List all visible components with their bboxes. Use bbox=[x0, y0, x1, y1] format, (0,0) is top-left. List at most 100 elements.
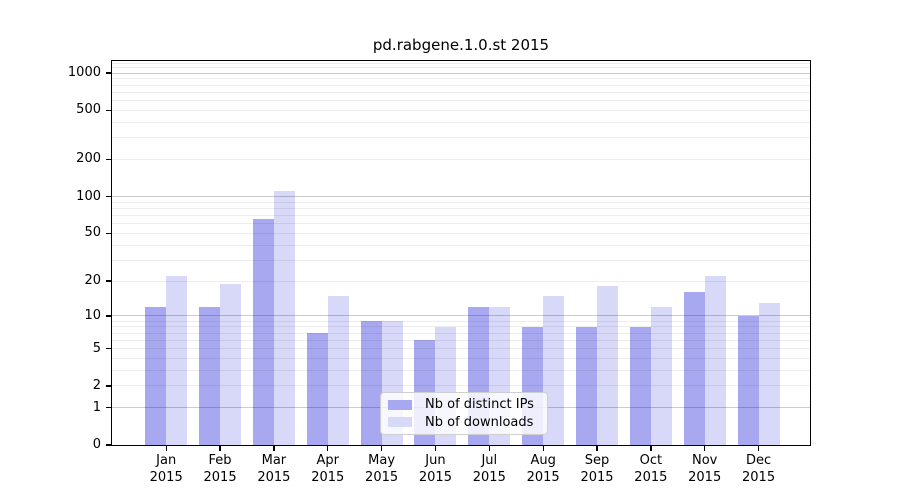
x-tick-label-oct: Oct 2015 bbox=[623, 452, 679, 486]
gridline-y-50 bbox=[112, 232, 810, 234]
x-tick-year: 2015 bbox=[365, 470, 399, 485]
gridline-y-9 bbox=[112, 320, 810, 322]
y-tick-label-10: 10 bbox=[84, 307, 101, 323]
legend-item-distinct-ips: Nb of distinct IPs bbox=[388, 396, 539, 414]
gridline-y-60 bbox=[112, 223, 810, 225]
x-tick-year: 2015 bbox=[634, 470, 668, 485]
y-tick-0 bbox=[106, 444, 112, 446]
y-tick-1000 bbox=[106, 72, 112, 74]
x-tick-label-mar: Mar 2015 bbox=[246, 452, 302, 486]
y-tick-10 bbox=[106, 315, 112, 317]
gridline-y-200 bbox=[112, 158, 810, 160]
gridline-y-8 bbox=[112, 326, 810, 328]
bar-downloads-feb bbox=[220, 283, 242, 445]
gridline-y-6 bbox=[112, 339, 810, 341]
gridline-y-30 bbox=[112, 259, 810, 261]
legend-item-downloads: Nb of downloads bbox=[388, 414, 539, 432]
x-tick-nov bbox=[704, 446, 706, 451]
gridline-y-700 bbox=[112, 91, 810, 93]
bar-distinct-ips-nov bbox=[683, 292, 705, 445]
x-tick-month: Jan bbox=[156, 453, 177, 468]
gridline-y-2 bbox=[112, 385, 810, 387]
x-tick-jan bbox=[165, 446, 167, 451]
x-tick-aug bbox=[542, 446, 544, 451]
bar-downloads-nov bbox=[704, 276, 726, 445]
y-tick-label-500: 500 bbox=[76, 102, 101, 118]
x-tick-month: Mar bbox=[261, 453, 287, 468]
gridline-y-300 bbox=[112, 137, 810, 139]
gridline-y-70 bbox=[112, 214, 810, 216]
y-tick-2 bbox=[106, 385, 112, 387]
x-tick-month: Nov bbox=[692, 453, 718, 468]
bar-distinct-ips-apr bbox=[306, 333, 328, 445]
x-tick-label-jan: Jan 2015 bbox=[138, 452, 194, 486]
gridline-y-400 bbox=[112, 121, 810, 123]
x-tick-jul bbox=[488, 446, 490, 451]
x-tick-label-sep: Sep 2015 bbox=[569, 452, 625, 486]
x-tick-label-aug: Aug 2015 bbox=[515, 452, 571, 486]
y-tick-label-1000: 1000 bbox=[67, 65, 101, 81]
x-tick-sep bbox=[596, 446, 598, 451]
y-tick-500 bbox=[106, 109, 112, 111]
x-tick-may bbox=[381, 446, 383, 451]
x-tick-label-nov: Nov 2015 bbox=[677, 452, 733, 486]
gridline-y-40 bbox=[112, 244, 810, 246]
y-tick-label-0: 0 bbox=[92, 437, 101, 452]
x-tick-month: Feb bbox=[208, 453, 232, 468]
y-tick-5 bbox=[106, 347, 112, 350]
bar-distinct-ips-feb bbox=[199, 306, 221, 445]
gridline-y-600 bbox=[112, 99, 810, 101]
y-tick-20 bbox=[106, 280, 112, 282]
x-tick-month: Sep bbox=[584, 453, 610, 468]
bar-downloads-jan bbox=[166, 276, 188, 445]
gridline-y-5 bbox=[112, 348, 810, 350]
x-tick-month: Aug bbox=[530, 453, 556, 468]
x-tick-year: 2015 bbox=[526, 470, 560, 485]
bar-distinct-ips-may bbox=[360, 321, 382, 445]
y-tick-label-20: 20 bbox=[84, 273, 101, 289]
bar-downloads-apr bbox=[327, 295, 349, 445]
gridline-y-900 bbox=[112, 78, 810, 80]
bar-distinct-ips-oct bbox=[629, 326, 651, 445]
x-tick-year: 2015 bbox=[311, 470, 345, 485]
y-tick-1 bbox=[106, 407, 112, 409]
y-tick-label-5: 5 bbox=[92, 340, 101, 356]
x-tick-year: 2015 bbox=[580, 470, 614, 485]
bar-distinct-ips-mar bbox=[252, 218, 274, 445]
y-tick-label-2: 2 bbox=[92, 377, 101, 393]
gridline-y-100 bbox=[112, 196, 810, 198]
gridline-y-800 bbox=[112, 84, 810, 86]
x-tick-year: 2015 bbox=[203, 470, 237, 485]
x-tick-month: Dec bbox=[745, 453, 772, 468]
x-tick-label-jun: Jun 2015 bbox=[407, 452, 463, 486]
gridline-y-1000 bbox=[112, 72, 810, 74]
chart-title: pd.rabgene.1.0.st 2015 bbox=[372, 36, 550, 54]
x-tick-apr bbox=[327, 446, 329, 451]
y-tick-100 bbox=[106, 195, 112, 198]
gridline-y-3 bbox=[112, 369, 810, 371]
gridline-y-80 bbox=[112, 207, 810, 209]
x-tick-month: Oct bbox=[639, 453, 663, 468]
y-tick-50 bbox=[106, 232, 112, 234]
x-tick-dec bbox=[757, 446, 760, 451]
bar-downloads-mar bbox=[273, 191, 295, 445]
x-tick-month: Jul bbox=[481, 453, 498, 468]
x-tick-mar bbox=[273, 446, 275, 451]
x-tick-month: May bbox=[368, 453, 396, 468]
legend: Nb of distinct IPs Nb of downloads bbox=[380, 392, 548, 435]
x-tick-year: 2015 bbox=[418, 470, 452, 485]
gridline-y-90 bbox=[112, 201, 810, 203]
x-tick-year: 2015 bbox=[688, 470, 722, 485]
legend-swatch-downloads bbox=[388, 417, 412, 428]
x-tick-month: Jun bbox=[425, 453, 446, 468]
bar-distinct-ips-sep bbox=[576, 326, 597, 445]
bar-distinct-ips-jan bbox=[145, 306, 167, 445]
bar-distinct-ips-dec bbox=[737, 315, 759, 445]
x-tick-year: 2015 bbox=[257, 470, 291, 485]
x-tick-feb bbox=[219, 446, 221, 451]
y-tick-label-200: 200 bbox=[76, 151, 101, 167]
gridline-y-4 bbox=[112, 357, 810, 359]
bar-downloads-sep bbox=[597, 286, 618, 445]
bar-downloads-aug bbox=[543, 295, 565, 445]
